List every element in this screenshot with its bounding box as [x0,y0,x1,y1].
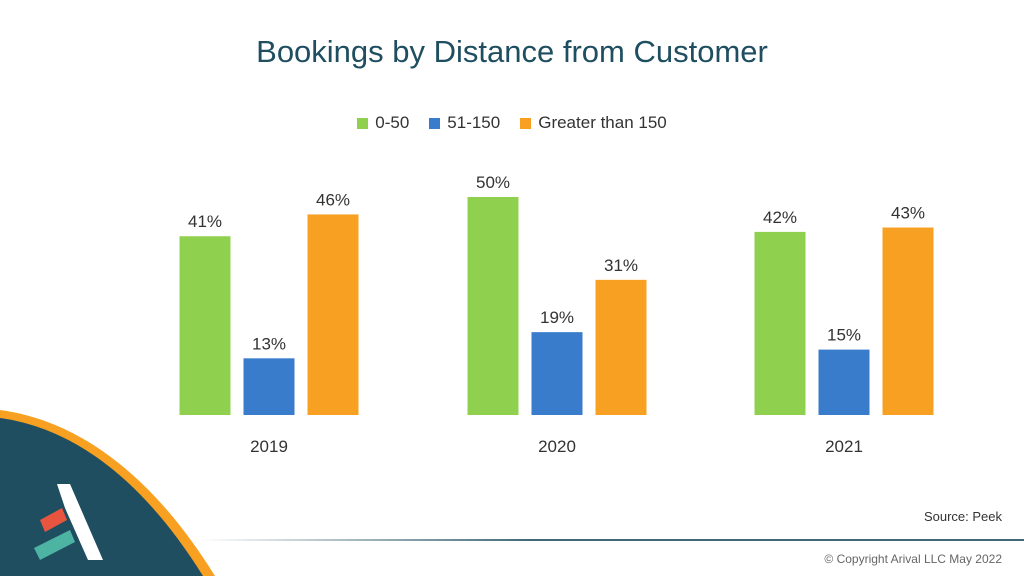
bar-2020-greater-than-150 [595,279,647,415]
bar-2020-0-50 [467,197,519,415]
bar-2019-0-50 [179,236,231,415]
data-label-2019-greater-than-150: 46% [316,190,350,209]
chart-title: Bookings by Distance from Customer [256,34,768,69]
corner-decoration [0,410,215,576]
legend-swatch-51-150 [429,117,441,129]
legend-swatch-greater-than-150 [520,117,532,129]
legend-label-greater-than-150: Greater than 150 [538,113,667,132]
legend-swatch-0-50 [357,117,369,129]
chart-legend: 0-50 51-150 Greater than 150 [0,113,1024,133]
arival-logo-icon [34,484,103,560]
data-label-2019-0-50: 41% [188,212,222,231]
logo-teal-chevron [34,530,75,560]
bar-2021-51-150 [818,349,870,415]
legend-label-51-150: 51-150 [447,113,501,132]
bar-2021-greater-than-150 [882,227,934,415]
source-note: Source: Peek [923,509,1002,524]
data-label-2021-0-50: 42% [763,208,797,227]
legend-item-0-50: 0-50 [357,113,409,133]
x-tick-label-2021: 2021 [825,437,863,456]
data-label-2021-51-150: 15% [827,326,861,345]
legend-item-greater-than-150: Greater than 150 [520,113,667,133]
x-tick-label-2019: 2019 [250,437,288,456]
data-label-2020-0-50: 50% [476,173,510,192]
legend-item-51-150: 51-150 [429,113,500,133]
bar-2020-51-150 [531,332,583,415]
logo-red-chevron [40,508,67,532]
copyright-note: © Copyright Arival LLC May 2022 [824,552,1002,566]
data-label-2021-greater-than-150: 43% [891,204,925,223]
bar-2019-greater-than-150 [307,214,359,415]
logo-white-stroke [57,484,103,560]
x-tick-label-2020: 2020 [538,437,576,456]
bar-2021-0-50 [754,231,806,415]
corner-navy-shape [0,418,203,576]
data-label-2020-51-150: 19% [540,308,574,327]
data-label-2019-51-150: 13% [252,334,286,353]
bar-2019-51-150 [243,358,295,415]
data-label-2020-greater-than-150: 31% [604,256,638,275]
footer-divider [200,539,1024,541]
legend-label-0-50: 0-50 [375,113,410,132]
